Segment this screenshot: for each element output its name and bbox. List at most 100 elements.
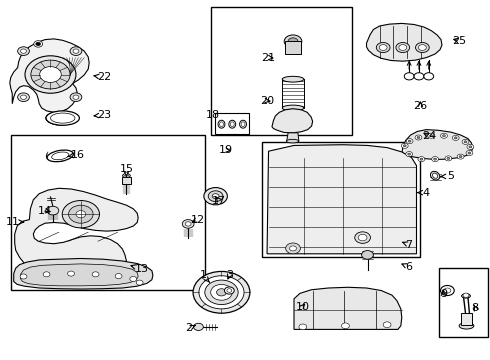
Circle shape [418, 157, 425, 162]
Circle shape [62, 201, 99, 228]
Ellipse shape [229, 120, 236, 128]
Circle shape [416, 42, 429, 53]
Circle shape [205, 280, 238, 305]
Circle shape [358, 234, 367, 241]
Polygon shape [367, 23, 442, 61]
Circle shape [76, 211, 86, 218]
Circle shape [454, 137, 457, 139]
Circle shape [459, 156, 462, 158]
Circle shape [115, 274, 122, 279]
Circle shape [212, 194, 219, 199]
Circle shape [284, 35, 302, 48]
Bar [461, 313, 472, 325]
Bar [122, 177, 131, 184]
Text: 21: 21 [262, 53, 275, 63]
Circle shape [199, 276, 244, 309]
Bar [11, 135, 205, 290]
Text: 13: 13 [131, 264, 149, 274]
Circle shape [290, 246, 296, 251]
Circle shape [468, 152, 471, 154]
Ellipse shape [282, 105, 304, 111]
Text: 8: 8 [472, 303, 479, 313]
Text: 9: 9 [440, 289, 447, 299]
Circle shape [18, 47, 29, 55]
Circle shape [136, 280, 143, 285]
Circle shape [383, 322, 391, 328]
Text: 25: 25 [453, 36, 466, 46]
Ellipse shape [240, 120, 246, 128]
Circle shape [401, 143, 408, 148]
Circle shape [288, 38, 298, 45]
Text: 26: 26 [414, 101, 427, 111]
Circle shape [182, 220, 194, 228]
Ellipse shape [286, 139, 298, 143]
Circle shape [21, 49, 26, 53]
Circle shape [424, 73, 434, 80]
Circle shape [70, 93, 82, 102]
Text: 4: 4 [417, 188, 430, 198]
Bar [285, 41, 301, 54]
Text: 7: 7 [403, 240, 413, 250]
Circle shape [34, 41, 43, 47]
Ellipse shape [50, 113, 75, 123]
Text: 12: 12 [191, 215, 204, 225]
Ellipse shape [220, 122, 223, 126]
Circle shape [224, 287, 234, 294]
Circle shape [396, 42, 410, 53]
Polygon shape [287, 133, 299, 141]
Text: 16: 16 [68, 150, 84, 160]
Polygon shape [14, 258, 153, 289]
Circle shape [463, 293, 469, 297]
Circle shape [464, 141, 467, 143]
Ellipse shape [47, 150, 74, 162]
Circle shape [73, 49, 79, 53]
Circle shape [36, 42, 41, 46]
Polygon shape [21, 264, 138, 286]
Circle shape [415, 135, 422, 140]
Text: 1: 1 [200, 270, 210, 283]
Text: 20: 20 [260, 96, 274, 106]
Circle shape [467, 144, 474, 149]
Ellipse shape [459, 323, 474, 329]
Circle shape [355, 232, 370, 243]
Circle shape [31, 60, 70, 89]
Circle shape [217, 289, 226, 296]
Circle shape [457, 154, 464, 159]
Text: 5: 5 [441, 171, 454, 181]
Ellipse shape [230, 122, 234, 126]
Circle shape [43, 272, 50, 277]
Circle shape [442, 135, 445, 137]
Circle shape [379, 45, 387, 50]
Circle shape [204, 188, 227, 205]
Polygon shape [10, 39, 89, 112]
Circle shape [21, 95, 26, 99]
Circle shape [441, 285, 454, 296]
Circle shape [286, 243, 300, 254]
Text: 14: 14 [38, 206, 52, 216]
Ellipse shape [462, 294, 470, 298]
Text: 3: 3 [226, 270, 233, 280]
Circle shape [40, 67, 61, 82]
Ellipse shape [46, 111, 79, 125]
Circle shape [447, 157, 450, 159]
Circle shape [404, 73, 414, 80]
Circle shape [20, 274, 27, 279]
Circle shape [434, 158, 437, 160]
Circle shape [420, 158, 423, 160]
Circle shape [469, 146, 472, 148]
Circle shape [418, 45, 426, 50]
Circle shape [68, 271, 74, 276]
Circle shape [211, 284, 232, 300]
Circle shape [124, 172, 129, 176]
Circle shape [441, 133, 447, 138]
Polygon shape [294, 287, 402, 329]
Circle shape [452, 135, 459, 140]
Polygon shape [267, 145, 416, 254]
Circle shape [92, 272, 99, 277]
Circle shape [208, 191, 223, 202]
Text: 15: 15 [120, 164, 133, 177]
Circle shape [25, 56, 76, 93]
Circle shape [376, 42, 390, 53]
Circle shape [408, 153, 411, 155]
Circle shape [47, 206, 59, 215]
